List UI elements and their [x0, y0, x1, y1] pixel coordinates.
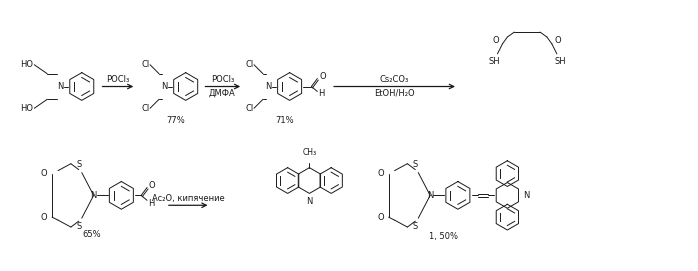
Text: HO: HO	[20, 104, 34, 113]
Text: Cl: Cl	[141, 60, 149, 69]
Text: Cs₂CO₃: Cs₂CO₃	[380, 75, 409, 84]
Text: N: N	[91, 191, 97, 200]
Text: H: H	[148, 199, 154, 208]
Text: N: N	[524, 191, 530, 200]
Text: EtOH/H₂O: EtOH/H₂O	[374, 89, 415, 98]
Text: Ac₂O, кипячение: Ac₂O, кипячение	[152, 194, 225, 203]
Text: N: N	[265, 82, 271, 91]
Text: SH: SH	[489, 57, 500, 66]
Text: S: S	[76, 222, 82, 231]
Text: Cl: Cl	[141, 104, 149, 113]
Text: HO: HO	[20, 60, 34, 69]
Text: Cl: Cl	[245, 104, 253, 113]
Text: O: O	[319, 72, 326, 81]
Text: O: O	[148, 181, 155, 190]
Text: N: N	[427, 191, 433, 200]
Text: 1, 50%: 1, 50%	[429, 233, 457, 241]
Text: O: O	[40, 213, 47, 222]
Text: H: H	[318, 89, 325, 98]
Text: N: N	[161, 82, 167, 91]
Text: 71%: 71%	[275, 116, 294, 125]
Text: Cl: Cl	[245, 60, 253, 69]
Text: O: O	[377, 213, 384, 222]
Text: N: N	[57, 82, 64, 91]
Text: ДМФА: ДМФА	[209, 89, 236, 98]
Text: 77%: 77%	[166, 116, 185, 125]
Text: POCl₃: POCl₃	[106, 75, 129, 84]
Text: S: S	[76, 160, 82, 169]
Text: 65%: 65%	[82, 230, 101, 240]
Text: POCl₃: POCl₃	[211, 75, 234, 84]
Text: N: N	[306, 197, 313, 206]
Text: O: O	[40, 169, 47, 178]
Text: O: O	[493, 37, 500, 46]
Text: CH₃: CH₃	[302, 148, 316, 157]
Text: O: O	[555, 37, 561, 46]
Text: S: S	[413, 160, 418, 169]
Text: O: O	[377, 169, 384, 178]
Text: S: S	[413, 222, 418, 231]
Text: SH: SH	[554, 57, 565, 66]
